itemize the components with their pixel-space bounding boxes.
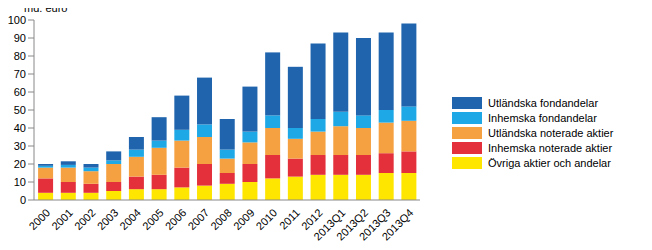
html-text:Inhemska fondandelar: Inhemska fondandelar — [488, 111, 597, 124]
svg-text:2009: 2009 — [231, 206, 257, 232]
svg-text:60: 60 — [14, 86, 26, 98]
html-text:Övriga aktier och andelar: Övriga aktier och andelar — [488, 156, 611, 169]
svg-text:2005: 2005 — [140, 206, 166, 232]
svg-text:2001: 2001 — [49, 206, 75, 232]
html-text:Utländska fondandelar: Utländska fondandelar — [488, 96, 599, 109]
svg-text:2013Q4: 2013Q4 — [379, 206, 415, 242]
svg-text:2002: 2002 — [72, 206, 98, 232]
svg-text:2007: 2007 — [185, 206, 211, 232]
svg-text:20: 20 — [14, 158, 26, 170]
svg-text:2006: 2006 — [163, 206, 189, 232]
svg-text:2012: 2012 — [299, 206, 325, 233]
html-text:md. euro: md. euro — [24, 2, 68, 14]
svg-text:2000: 2000 — [26, 206, 52, 232]
svg-text:10: 10 — [14, 176, 26, 188]
svg-text:100: 100 — [8, 14, 26, 26]
html-text:Inhemska noterade aktier: Inhemska noterade aktier — [488, 141, 613, 154]
svg-text:90: 90 — [14, 32, 26, 44]
svg-text:80: 80 — [14, 50, 26, 62]
svg-text:2010: 2010 — [254, 206, 280, 232]
html-text:Utländska noterade aktier: Utländska noterade aktier — [488, 126, 614, 139]
svg-text:2004: 2004 — [117, 206, 143, 232]
svg-text:30: 30 — [14, 140, 26, 152]
svg-text:50: 50 — [14, 104, 26, 116]
svg-text:2011: 2011 — [277, 206, 302, 231]
svg-text:40: 40 — [14, 122, 26, 134]
svg-text:2003: 2003 — [95, 206, 121, 232]
svg-text:70: 70 — [14, 68, 26, 80]
svg-text:0: 0 — [20, 194, 26, 206]
svg-text:2008: 2008 — [208, 206, 234, 232]
